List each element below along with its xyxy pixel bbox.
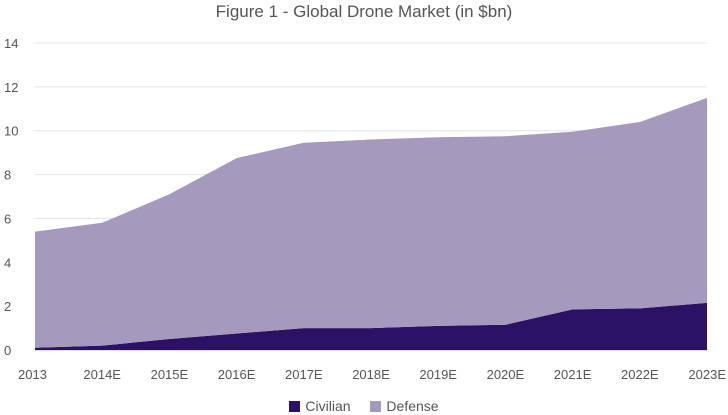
x-tick-label: 2023E bbox=[688, 367, 726, 382]
y-tick-label: 0 bbox=[4, 343, 11, 358]
x-tick-label: 2015E bbox=[151, 367, 189, 382]
chart-title: Figure 1 - Global Drone Market (in $bn) bbox=[215, 2, 513, 21]
x-tick-label: 2017E bbox=[285, 367, 323, 382]
x-tick-label: 2013 bbox=[18, 367, 47, 382]
y-tick-label: 6 bbox=[4, 211, 11, 226]
legend-swatch-civilian bbox=[289, 400, 301, 412]
area-series bbox=[35, 97, 707, 350]
y-tick-label: 14 bbox=[4, 36, 18, 51]
y-tick-label: 4 bbox=[4, 255, 11, 270]
legend-swatch-defense bbox=[370, 400, 382, 412]
legend: Civilian Defense bbox=[0, 398, 728, 415]
x-tick-label: 2019E bbox=[419, 367, 457, 382]
y-tick-label: 8 bbox=[4, 168, 11, 183]
legend-label-defense: Defense bbox=[386, 398, 439, 414]
x-tick-label: 2021E bbox=[554, 367, 592, 382]
legend-item-civilian: Civilian bbox=[289, 398, 351, 414]
y-tick-label: 12 bbox=[4, 80, 18, 95]
x-tick-label: 2020E bbox=[487, 367, 525, 382]
x-tick-label: 2022E bbox=[621, 367, 659, 382]
legend-item-defense: Defense bbox=[370, 398, 439, 414]
x-tick-label: 2016E bbox=[218, 367, 256, 382]
y-tick-label: 10 bbox=[4, 124, 18, 139]
y-tick-label: 2 bbox=[4, 299, 11, 314]
x-tick-label: 2014E bbox=[83, 367, 121, 382]
legend-label-civilian: Civilian bbox=[305, 398, 351, 414]
area-defense bbox=[35, 97, 707, 348]
x-tick-label: 2018E bbox=[352, 367, 390, 382]
axes: 0 2 4 6 8 10 12 14 2013 2014E 2015E 2016E 2017E 2018E… bbox=[4, 36, 726, 382]
area-civilian bbox=[35, 302, 707, 350]
